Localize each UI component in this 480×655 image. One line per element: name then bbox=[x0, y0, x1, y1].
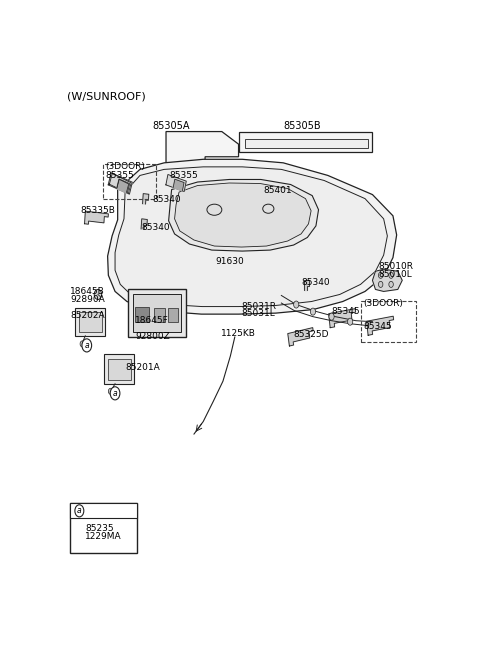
Circle shape bbox=[82, 339, 92, 352]
Text: (3DOOR): (3DOOR) bbox=[363, 299, 403, 308]
Circle shape bbox=[329, 313, 334, 320]
Polygon shape bbox=[143, 194, 149, 204]
Text: 85345: 85345 bbox=[332, 307, 360, 316]
Circle shape bbox=[75, 505, 84, 517]
Polygon shape bbox=[175, 183, 311, 247]
Text: 1229MA: 1229MA bbox=[85, 532, 122, 540]
Bar bbox=[71, 503, 137, 553]
Polygon shape bbox=[372, 269, 402, 291]
Circle shape bbox=[378, 282, 383, 288]
Bar bbox=[104, 354, 134, 384]
Bar bbox=[132, 294, 181, 332]
Text: a: a bbox=[77, 506, 82, 515]
Text: 85031R: 85031R bbox=[241, 302, 276, 311]
Ellipse shape bbox=[207, 204, 222, 215]
Bar bbox=[103, 164, 156, 198]
Polygon shape bbox=[173, 179, 184, 191]
Polygon shape bbox=[117, 179, 129, 193]
Text: 18645B: 18645B bbox=[71, 287, 105, 296]
Circle shape bbox=[378, 272, 383, 278]
Polygon shape bbox=[115, 167, 387, 307]
Bar bbox=[75, 308, 106, 336]
Circle shape bbox=[108, 388, 113, 394]
Text: (3DOOR): (3DOOR) bbox=[106, 162, 145, 172]
Ellipse shape bbox=[263, 204, 274, 214]
Polygon shape bbox=[166, 174, 186, 191]
Bar bbox=[128, 289, 186, 337]
Text: 85335B: 85335B bbox=[81, 206, 115, 215]
Text: 1125KB: 1125KB bbox=[221, 329, 255, 338]
Polygon shape bbox=[239, 132, 372, 152]
Text: 85010L: 85010L bbox=[378, 270, 412, 279]
Text: 91630: 91630 bbox=[216, 257, 244, 266]
Polygon shape bbox=[141, 219, 147, 229]
Polygon shape bbox=[245, 139, 368, 148]
Text: (W/SUNROOF): (W/SUNROOF) bbox=[67, 91, 146, 102]
Text: 85202A: 85202A bbox=[71, 311, 105, 320]
Circle shape bbox=[110, 386, 120, 400]
Polygon shape bbox=[304, 280, 309, 290]
Text: 85355: 85355 bbox=[106, 171, 134, 180]
Circle shape bbox=[80, 341, 84, 347]
Polygon shape bbox=[117, 179, 130, 193]
Polygon shape bbox=[108, 159, 396, 314]
Bar bbox=[154, 308, 165, 322]
Bar bbox=[108, 359, 131, 380]
Polygon shape bbox=[114, 534, 121, 541]
Bar bbox=[79, 312, 102, 332]
Text: a: a bbox=[84, 341, 89, 350]
Text: 85201A: 85201A bbox=[125, 363, 160, 371]
Polygon shape bbox=[84, 211, 108, 224]
Polygon shape bbox=[108, 173, 132, 194]
Text: 92800Z: 92800Z bbox=[135, 332, 170, 341]
Bar bbox=[360, 301, 416, 342]
Polygon shape bbox=[109, 532, 122, 542]
Bar bbox=[135, 307, 149, 322]
Polygon shape bbox=[168, 179, 319, 251]
Circle shape bbox=[294, 301, 299, 308]
Circle shape bbox=[348, 318, 353, 326]
Bar bbox=[71, 503, 137, 518]
Polygon shape bbox=[367, 316, 394, 335]
Circle shape bbox=[389, 272, 393, 278]
Text: 85340: 85340 bbox=[301, 278, 330, 287]
Polygon shape bbox=[109, 174, 131, 193]
Bar bbox=[168, 308, 178, 322]
Circle shape bbox=[389, 282, 393, 288]
Text: 85340: 85340 bbox=[152, 195, 181, 204]
Text: 85355: 85355 bbox=[170, 171, 199, 180]
Text: 18645F: 18645F bbox=[135, 316, 169, 325]
Text: a: a bbox=[113, 389, 118, 398]
Text: 85325D: 85325D bbox=[294, 330, 329, 339]
Text: 85401: 85401 bbox=[264, 186, 292, 195]
Polygon shape bbox=[288, 328, 313, 346]
Text: 92890A: 92890A bbox=[71, 295, 105, 304]
Text: 85345: 85345 bbox=[363, 322, 392, 331]
Text: 85235: 85235 bbox=[85, 524, 114, 533]
Polygon shape bbox=[329, 309, 356, 328]
Circle shape bbox=[311, 308, 315, 315]
Text: 85305A: 85305A bbox=[152, 121, 190, 130]
Text: 85031L: 85031L bbox=[241, 309, 276, 318]
Circle shape bbox=[94, 290, 102, 299]
Text: 85340: 85340 bbox=[141, 223, 170, 232]
Polygon shape bbox=[166, 132, 239, 165]
Text: 85305B: 85305B bbox=[283, 121, 321, 130]
Text: 85010R: 85010R bbox=[378, 262, 413, 271]
